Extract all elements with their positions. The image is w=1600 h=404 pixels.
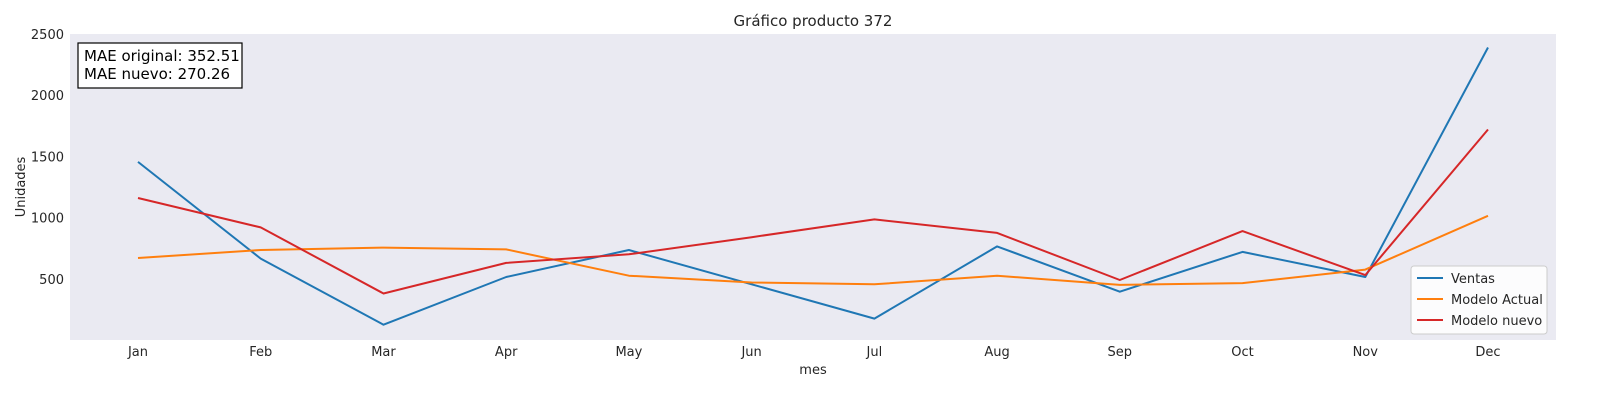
x-tick-label: Aug xyxy=(984,345,1009,360)
mae-original-text: MAE original: 352.51 xyxy=(84,47,240,65)
x-tick-label: Apr xyxy=(495,345,518,360)
x-tick-label: Jan xyxy=(127,345,148,360)
legend-label-modelo-nuevo: Modelo nuevo xyxy=(1451,314,1542,329)
y-tick-label: 1000 xyxy=(31,212,64,227)
series-lines xyxy=(137,47,1489,326)
legend-label-modelo-actual: Modelo Actual xyxy=(1451,293,1543,308)
y-tick-label: 2000 xyxy=(31,89,64,104)
mae-nuevo-text: MAE nuevo: 270.26 xyxy=(84,65,230,83)
mae-annotation-box xyxy=(77,42,243,89)
mae-annotation: MAE original: 352.51 MAE nuevo: 270.26 xyxy=(77,42,243,89)
series-line-modelo-actual xyxy=(137,214,1489,286)
x-tick-label: Dec xyxy=(1475,345,1500,360)
legend-frame xyxy=(1410,265,1548,335)
series-line-modelo-nuevo xyxy=(137,128,1489,295)
x-tick-label: Oct xyxy=(1231,345,1253,360)
x-tick-label: Mar xyxy=(371,345,396,360)
plot-area xyxy=(70,34,1556,340)
x-tick-label: Feb xyxy=(249,345,272,360)
y-axis-ticks: 500 1000 1500 2000 2500 xyxy=(31,28,64,288)
x-tick-label: Sep xyxy=(1108,345,1133,360)
x-tick-label: May xyxy=(615,345,642,360)
chart-title: Gráfico producto 372 xyxy=(734,12,893,30)
x-tick-label: Jul xyxy=(866,345,883,360)
x-axis-ticks: Jan Feb Mar Apr May Jun Jul Aug Sep Oct Nov Dec xyxy=(127,345,1501,360)
y-tick-label: 500 xyxy=(39,273,64,288)
x-tick-label: Jun xyxy=(740,345,761,360)
legend: Ventas Modelo Actual Modelo nuevo xyxy=(1410,265,1548,335)
series-line-ventas xyxy=(137,47,1489,326)
x-tick-label: Nov xyxy=(1353,345,1379,360)
x-axis-label: mes xyxy=(799,363,827,378)
y-tick-label: 2500 xyxy=(31,28,64,43)
legend-label-ventas: Ventas xyxy=(1451,272,1495,287)
y-tick-label: 1500 xyxy=(31,150,64,165)
y-axis-label: Unidades xyxy=(14,156,29,217)
